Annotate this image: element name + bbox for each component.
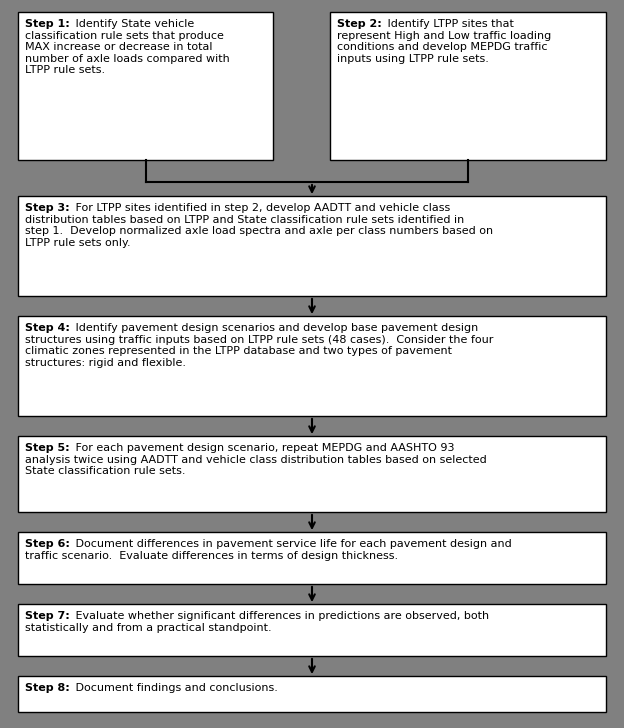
Text: structures using traffic inputs based on LTPP rule sets (48 cases).  Consider th: structures using traffic inputs based on…: [25, 335, 494, 344]
Text: For each pavement design scenario, repeat MEPDG and AASHTO 93: For each pavement design scenario, repea…: [72, 443, 454, 453]
Text: Document differences in pavement service life for each pavement design and: Document differences in pavement service…: [72, 539, 512, 549]
Text: inputs using LTPP rule sets.: inputs using LTPP rule sets.: [337, 54, 489, 64]
Text: Identify State vehicle: Identify State vehicle: [72, 19, 194, 29]
Text: Step 1:: Step 1:: [25, 19, 70, 29]
Text: Step 7:: Step 7:: [25, 611, 70, 621]
Bar: [18, 316, 606, 416]
Bar: [18, 436, 606, 512]
Text: For LTPP sites identified in step 2, develop AADTT and vehicle class: For LTPP sites identified in step 2, dev…: [72, 203, 450, 213]
Text: Document findings and conclusions.: Document findings and conclusions.: [72, 683, 278, 693]
Text: Step 2:: Step 2:: [337, 19, 382, 29]
Text: Evaluate whether significant differences in predictions are observed, both: Evaluate whether significant differences…: [72, 611, 489, 621]
Text: represent High and Low traffic loading: represent High and Low traffic loading: [337, 31, 551, 41]
Text: traffic scenario.  Evaluate differences in terms of design thickness.: traffic scenario. Evaluate differences i…: [25, 550, 398, 561]
Text: number of axle loads compared with: number of axle loads compared with: [25, 54, 230, 64]
Text: LTPP rule sets only.: LTPP rule sets only.: [25, 238, 130, 248]
Text: Identify pavement design scenarios and develop base pavement design: Identify pavement design scenarios and d…: [72, 323, 478, 333]
Bar: [18, 196, 606, 296]
Bar: [18, 604, 606, 656]
Text: Step 3:: Step 3:: [25, 203, 70, 213]
Text: analysis twice using AADTT and vehicle class distribution tables based on select: analysis twice using AADTT and vehicle c…: [25, 454, 487, 464]
Text: Step 5:: Step 5:: [25, 443, 70, 453]
Text: Identify LTPP sites that: Identify LTPP sites that: [384, 19, 514, 29]
Text: structures: rigid and flexible.: structures: rigid and flexible.: [25, 357, 186, 368]
Text: climatic zones represented in the LTPP database and two types of pavement: climatic zones represented in the LTPP d…: [25, 347, 452, 356]
Text: Step 4:: Step 4:: [25, 323, 70, 333]
Text: MAX increase or decrease in total: MAX increase or decrease in total: [25, 42, 213, 52]
Bar: [18, 676, 606, 712]
Text: Step 6:: Step 6:: [25, 539, 70, 549]
Text: distribution tables based on LTPP and State classification rule sets identified : distribution tables based on LTPP and St…: [25, 215, 464, 225]
Bar: [18, 12, 273, 160]
Bar: [330, 12, 606, 160]
Text: statistically and from a practical standpoint.: statistically and from a practical stand…: [25, 622, 271, 633]
Text: conditions and develop MEPDG traffic: conditions and develop MEPDG traffic: [337, 42, 547, 52]
Text: State classification rule sets.: State classification rule sets.: [25, 466, 185, 476]
Bar: [18, 532, 606, 584]
Text: step 1.  Develop normalized axle load spectra and axle per class numbers based o: step 1. Develop normalized axle load spe…: [25, 226, 493, 236]
Text: Step 8:: Step 8:: [25, 683, 70, 693]
Text: LTPP rule sets.: LTPP rule sets.: [25, 66, 105, 76]
Text: classification rule sets that produce: classification rule sets that produce: [25, 31, 224, 41]
